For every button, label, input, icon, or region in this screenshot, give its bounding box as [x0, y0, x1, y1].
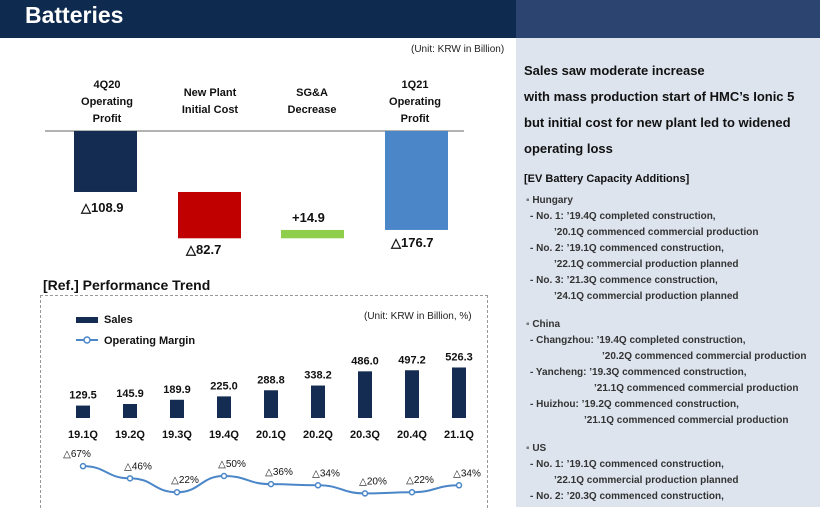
section-hungary: ▪ Hungary - No. 1: ’19.4Q completed cons… — [526, 195, 759, 302]
category-label: 20.1Q — [256, 429, 286, 441]
category-label: 20.4Q — [397, 429, 427, 441]
waterfall-value-2: +14.9 — [292, 210, 325, 225]
sales-value-label: 526.3 — [445, 351, 473, 363]
summary-heading: Sales saw moderate increase with mass pr… — [524, 63, 795, 156]
sales-bar-20.4Q — [405, 370, 419, 418]
waterfall-chart — [45, 130, 464, 239]
legend-sales-label: Sales — [104, 314, 133, 326]
header-bar: Batteries — [0, 0, 820, 38]
legend-sales-swatch — [76, 317, 98, 323]
margin-point — [267, 480, 275, 488]
sales-bar-20.3Q — [358, 371, 372, 418]
trend-title: [Ref.] Performance Trend — [43, 277, 211, 293]
margin-value-label: △22% — [406, 475, 434, 486]
sales-bar-21.1Q — [452, 367, 466, 418]
sales-bar-19.2Q — [123, 403, 137, 418]
page-title: Batteries — [25, 2, 124, 28]
margin-point — [455, 482, 463, 489]
performance-trend-chart: Sales Operating Margin 129.5 19.1Q 145.9 19… — [63, 314, 481, 497]
margin-point — [408, 488, 416, 496]
header-right-band — [516, 0, 820, 38]
sales-value-label: 225.0 — [210, 380, 238, 392]
margin-value-label: △34% — [312, 468, 340, 479]
sales-bar-19.3Q — [170, 399, 184, 418]
category-label: 19.3Q — [162, 429, 192, 441]
sales-value-label: 486.0 — [351, 355, 379, 367]
category-label: 19.2Q — [115, 429, 145, 441]
section-china: ▪ China - Changzhou: ’19.4Q completed co… — [526, 319, 807, 426]
waterfall-value-0: △108.9 — [81, 200, 124, 215]
category-label: 20.2Q — [303, 429, 333, 441]
capacity-subheading: [EV Battery Capacity Additions] — [524, 173, 690, 185]
sales-value-label: 129.5 — [69, 390, 97, 402]
waterfall-value-3: △176.7 — [391, 235, 434, 250]
margin-point — [126, 475, 134, 482]
sales-value-label: 497.2 — [398, 354, 426, 366]
margin-point — [79, 462, 87, 470]
margin-point — [314, 482, 322, 489]
waterfall-label-0: 4Q20 Operating Profit — [81, 79, 133, 125]
sales-value-label: 189.9 — [163, 384, 191, 396]
category-label: 21.1Q — [444, 429, 474, 441]
waterfall-label-1: New Plant Initial Cost — [181, 87, 239, 116]
margin-value-label: △36% — [265, 467, 293, 478]
right-panel: Sales saw moderate increase with mass pr… — [516, 38, 820, 507]
category-label: 20.3Q — [350, 429, 380, 441]
waterfall-value-1: △82.7 — [186, 242, 222, 257]
sales-bar-19.1Q — [76, 405, 90, 418]
margin-value-label: △34% — [453, 468, 481, 479]
waterfall-bar-1 — [178, 191, 241, 239]
sales-bar-20.1Q — [264, 390, 278, 418]
waterfall-bar-2 — [281, 229, 344, 239]
waterfall-bar-0 — [74, 131, 137, 192]
margin-value-label: △50% — [218, 459, 246, 470]
waterfall-label-2: SG&A Decrease — [287, 87, 337, 116]
legend-margin-label: Operating Margin — [104, 335, 195, 347]
left-panel: (Unit: KRW in Billion) 4Q20 Operating Prof… — [0, 38, 516, 507]
sales-value-label: 338.2 — [304, 370, 332, 382]
sales-bar-20.2Q — [311, 385, 325, 418]
trend-box — [40, 295, 488, 508]
waterfall-label-3: 1Q21 Operating Profit — [389, 79, 441, 125]
sales-value-label: 288.8 — [257, 374, 285, 386]
margin-point — [173, 488, 181, 496]
margin-value-label: △22% — [171, 475, 199, 486]
category-label: 19.1Q — [68, 429, 98, 441]
waterfall-bar-3 — [385, 131, 448, 230]
legend-margin-marker — [83, 336, 91, 344]
margin-value-label: △67% — [63, 449, 91, 460]
margin-point — [361, 490, 369, 497]
waterfall-unit: (Unit: KRW in Billion) — [411, 44, 505, 55]
sales-bar-19.4Q — [217, 396, 231, 418]
margin-value-label: △46% — [124, 461, 152, 472]
margin-value-label: △20% — [359, 476, 387, 487]
category-label: 19.4Q — [209, 429, 239, 441]
margin-point — [220, 472, 228, 480]
sales-value-label: 145.9 — [116, 388, 144, 400]
trend-unit: (Unit: KRW in Billion, %) — [364, 311, 472, 322]
section-us: ▪ US - No. 1: ’19.1Q commenced construct… — [526, 443, 739, 502]
